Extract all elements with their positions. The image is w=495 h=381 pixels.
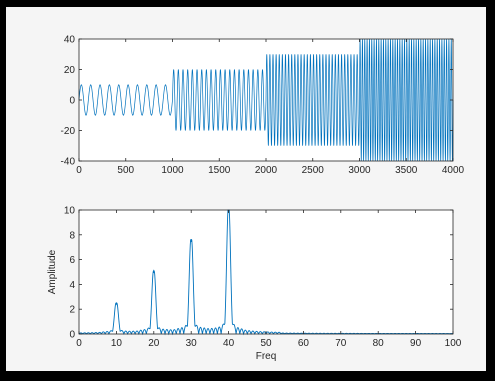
figure-canvas: 0 500 1000 1500 2000 2500 3000 3500 4000 -40-200…: [47, 35, 465, 363]
bot-x-tick-label: 0: [76, 338, 82, 349]
top-x-tick-label: 2500: [302, 165, 325, 176]
bot-x-tick-label: 40: [223, 338, 235, 349]
top-y-tick-label: -20: [61, 126, 76, 137]
top-x-tick-label: 1000: [161, 165, 184, 176]
top-x-tick-label: 500: [117, 165, 134, 176]
bot-x-tick-label: 100: [445, 338, 462, 349]
bot-x-tick-label: 70: [335, 338, 347, 349]
spectrum-y-ticks: 0 2 4 6 8 10: [64, 206, 453, 341]
spectrum-x-axis-label: Freq: [256, 351, 277, 362]
bot-x-tick-label: 10: [111, 338, 123, 349]
top-x-tick-label: 1500: [208, 165, 231, 176]
bot-y-tick-label: 10: [64, 206, 76, 217]
top-x-tick-label: 2000: [255, 165, 278, 176]
top-y-tick-label: 20: [64, 65, 76, 76]
time-signal-path: [78, 38, 454, 162]
spectrum-plot-area: [79, 210, 453, 334]
spectrum-y-axis-label: Amplitude: [47, 249, 58, 294]
spectrum-plot: 0 10 20 30 40 50 60 70 80 90 100 0 2 4 6 8 10 Freq Ampl…: [47, 206, 462, 363]
top-x-tick-label: 3500: [395, 165, 418, 176]
bot-x-tick-label: 30: [186, 338, 198, 349]
spectrum-x-ticks: 0 10 20 30 40 50 60 70 80 90 100: [76, 210, 462, 349]
top-x-tick-label: 4000: [442, 165, 465, 176]
bot-y-tick-label: 6: [69, 255, 75, 266]
bot-x-tick-label: 20: [148, 338, 160, 349]
top-y-tick-label: 40: [64, 35, 76, 46]
bot-x-tick-label: 50: [260, 338, 272, 349]
bot-x-tick-label: 80: [373, 338, 385, 349]
bot-y-tick-label: 8: [69, 230, 75, 241]
bot-x-tick-label: 60: [298, 338, 310, 349]
top-x-tick-label: 3000: [348, 165, 371, 176]
top-y-tick-label: 0: [69, 96, 75, 107]
top-y-tick-label: -40: [61, 157, 76, 168]
bot-y-tick-label: 2: [69, 305, 75, 316]
bot-y-tick-label: 0: [69, 330, 75, 341]
top-x-tick-label: 0: [76, 165, 82, 176]
figure-window: 0 500 1000 1500 2000 2500 3000 3500 4000 -40 -20 0…: [4, 5, 488, 373]
time-y-ticks: -40 -20 0 20 40: [61, 35, 453, 168]
bot-y-tick-label: 4: [69, 280, 75, 291]
time-x-ticks: 0 500 1000 1500 2000 2500 3000 3500 4000: [76, 39, 465, 176]
bot-x-tick-label: 90: [410, 338, 422, 349]
time-signal-plot: 0 500 1000 1500 2000 2500 3000 3500 4000 -40-200…: [61, 35, 465, 177]
time-signal-line: [78, 38, 454, 162]
